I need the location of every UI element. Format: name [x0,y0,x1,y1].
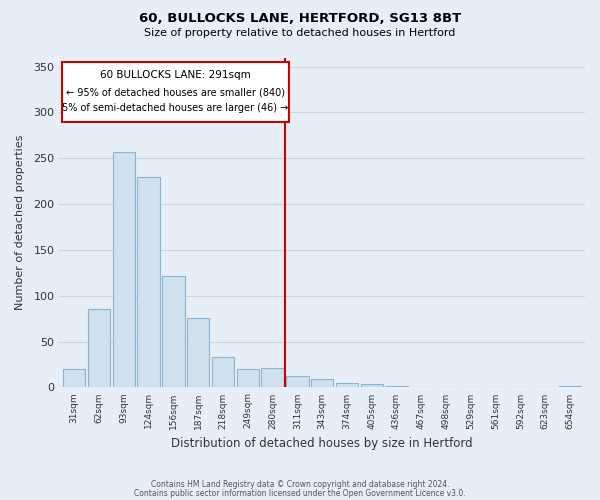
Bar [336,383,358,388]
Bar [262,368,284,388]
Text: 5% of semi-detached houses are larger (46) →: 5% of semi-detached houses are larger (4… [62,103,289,113]
Bar [435,386,457,388]
Bar [88,308,110,388]
Bar [63,369,85,388]
Bar [410,386,433,388]
Bar [137,176,160,388]
X-axis label: Distribution of detached houses by size in Hertford: Distribution of detached houses by size … [172,437,473,450]
Bar [187,318,209,388]
Text: Size of property relative to detached houses in Hertford: Size of property relative to detached ho… [145,28,455,38]
Bar [286,376,308,388]
Bar [559,386,581,388]
FancyBboxPatch shape [62,62,289,122]
Bar [385,386,408,388]
Text: 60 BULLOCKS LANE: 291sqm: 60 BULLOCKS LANE: 291sqm [100,70,251,80]
Bar [113,152,135,388]
Text: 60, BULLOCKS LANE, HERTFORD, SG13 8BT: 60, BULLOCKS LANE, HERTFORD, SG13 8BT [139,12,461,26]
Y-axis label: Number of detached properties: Number of detached properties [15,135,25,310]
Bar [311,379,334,388]
Bar [361,384,383,388]
Text: Contains HM Land Registry data © Crown copyright and database right 2024.: Contains HM Land Registry data © Crown c… [151,480,449,489]
Bar [212,357,234,388]
Text: ← 95% of detached houses are smaller (840): ← 95% of detached houses are smaller (84… [66,88,285,98]
Bar [236,369,259,388]
Bar [162,276,185,388]
Text: Contains public sector information licensed under the Open Government Licence v3: Contains public sector information licen… [134,488,466,498]
